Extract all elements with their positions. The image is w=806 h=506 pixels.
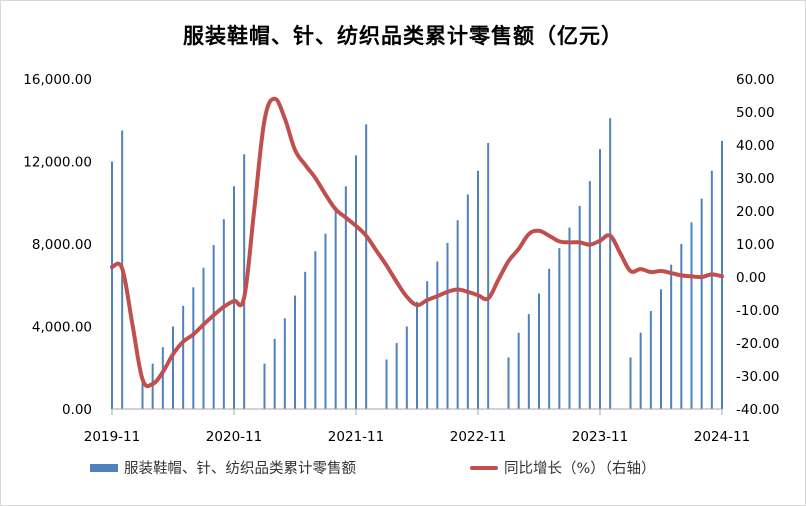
- left-tick-label: 12,000.00: [23, 155, 92, 171]
- bar: [487, 142, 490, 409]
- bar: [324, 233, 327, 409]
- bar: [222, 219, 225, 409]
- bar: [263, 363, 266, 409]
- right-tick-label: 20.00: [736, 204, 775, 220]
- bar: [304, 271, 307, 409]
- bar: [111, 161, 113, 409]
- bar: [629, 357, 632, 409]
- x-tick-label: 2024-11: [694, 429, 750, 445]
- bar: [700, 198, 703, 409]
- bar: [609, 118, 612, 409]
- bar: [395, 343, 398, 409]
- right-tick-label: 30.00: [736, 171, 775, 187]
- right-tick-label: 10.00: [736, 237, 775, 253]
- bar: [548, 268, 551, 409]
- bar: [639, 332, 642, 409]
- bar: [141, 374, 144, 409]
- right-tick-label: 60.00: [736, 72, 775, 88]
- bar: [588, 181, 591, 409]
- bar: [273, 338, 276, 409]
- bar: [538, 293, 540, 409]
- bar: [710, 170, 713, 409]
- bar: [517, 332, 520, 409]
- bar: [660, 289, 662, 409]
- bar: [507, 357, 510, 409]
- bar: [314, 251, 317, 409]
- right-tick-label: 50.00: [736, 105, 775, 121]
- x-axis: 2019-11 2020-11 2021-11 2022-11 2023-11 2024-…: [84, 408, 750, 445]
- bar: [202, 267, 205, 409]
- bar: [334, 206, 337, 409]
- left-tick-label: 8,000.00: [32, 237, 92, 253]
- bar: [243, 154, 246, 409]
- bar: [172, 326, 174, 409]
- legend-swatch-bar: [90, 463, 118, 472]
- bar: [599, 149, 601, 409]
- bar: [151, 363, 154, 409]
- left-tick-label: 4,000.00: [32, 320, 92, 336]
- bar-series: [111, 118, 723, 409]
- line-series: [110, 96, 724, 389]
- bar: [456, 220, 459, 409]
- legend-item-line: 同比增长（%）（右轴）: [470, 457, 656, 478]
- bar: [405, 326, 408, 409]
- bar: [161, 347, 164, 409]
- right-tick-label: -10.00: [736, 303, 780, 319]
- bar: [446, 242, 449, 409]
- bar: [212, 245, 215, 409]
- bar: [294, 295, 296, 409]
- bar: [690, 222, 693, 409]
- x-tick-label: 2020-11: [206, 429, 262, 445]
- bar: [344, 186, 347, 409]
- bar: [416, 301, 418, 409]
- bar: [680, 244, 683, 409]
- right-tick-label: -30.00: [736, 369, 780, 385]
- right-tick-label: 40.00: [736, 138, 775, 154]
- left-tick-label: 16,000.00: [23, 72, 92, 88]
- bar: [365, 124, 368, 409]
- bar: [355, 155, 357, 409]
- bar: [426, 281, 429, 409]
- bar: [649, 311, 652, 409]
- right-tick-label: -20.00: [736, 336, 780, 352]
- bar: [558, 248, 561, 409]
- bar: [578, 205, 581, 409]
- x-tick-label: 2023-11: [572, 429, 628, 445]
- bar: [466, 194, 469, 409]
- bar: [233, 186, 235, 409]
- bar: [385, 359, 388, 409]
- x-tick-label: 2021-11: [328, 429, 384, 445]
- right-axis: -40.00 -30.00 -20.00 -10.00 0.00 10.00 20.00 30…: [736, 72, 780, 418]
- bar: [527, 314, 530, 409]
- left-axis: 0.00 4,000.00 8,000.00 12,000.00 16,000.00: [23, 72, 92, 418]
- x-tick-label: 2022-11: [450, 429, 506, 445]
- bar: [436, 261, 439, 409]
- bar: [182, 305, 185, 409]
- left-tick-label: 0.00: [62, 402, 92, 418]
- bar: [568, 227, 571, 409]
- legend-swatch-line: [470, 465, 498, 470]
- bar: [670, 264, 673, 409]
- legend-label-bar: 服装鞋帽、针、纺织品类累计零售额: [124, 461, 356, 477]
- bar: [192, 287, 195, 409]
- bar: [477, 170, 479, 409]
- x-tick-label: 2019-11: [84, 429, 140, 445]
- right-tick-label: -40.00: [736, 402, 780, 418]
- legend-item-bar: 服装鞋帽、针、纺织品类累计零售额: [90, 457, 356, 478]
- right-tick-label: 0.00: [736, 270, 766, 286]
- bar: [283, 318, 286, 409]
- legend-label-line: 同比增长（%）（右轴）: [504, 461, 656, 477]
- growth-line: [110, 96, 724, 389]
- legend: 服装鞋帽、针、纺织品类累计零售额 同比增长（%）（右轴）: [0, 457, 806, 487]
- chart-title: 服装鞋帽、针、纺织品类累计零售额（亿元）: [183, 23, 623, 48]
